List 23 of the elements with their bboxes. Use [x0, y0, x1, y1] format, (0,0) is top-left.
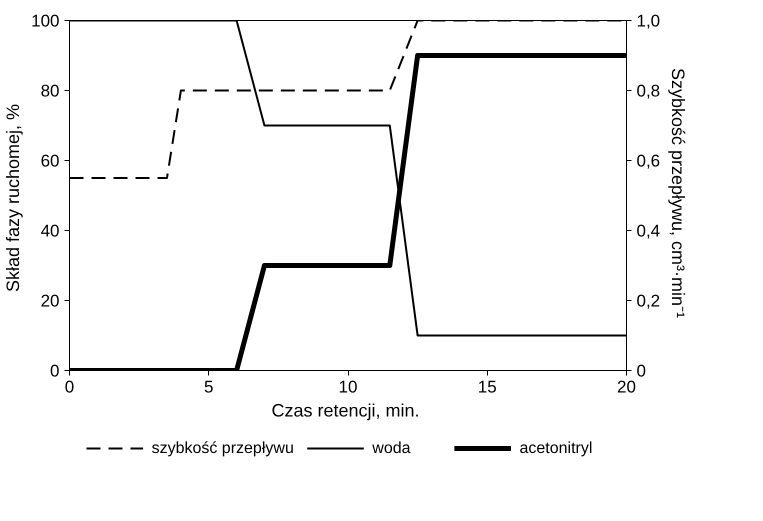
y2-axis-title: Szybkość przepływu, cm³·min⁻¹ [668, 68, 688, 318]
x-tick-label: 20 [617, 378, 636, 396]
x-tick-label: 0 [64, 378, 74, 396]
legend-label: woda [371, 440, 411, 457]
y-axis-title: Skład fazy ruchomej, % [3, 104, 24, 292]
y-tick-label: 20 [40, 292, 60, 310]
legend-label: szybkość przepływu [152, 440, 294, 457]
y2-tick-label: 0,8 [636, 82, 660, 100]
y2-tick-label: 0,4 [636, 222, 660, 240]
y2-tick-label: 0,6 [636, 152, 660, 170]
x-tick-label: 5 [204, 378, 214, 396]
x-tick-label: 10 [338, 378, 358, 396]
y-tick-label: 80 [40, 82, 60, 100]
y-tick-label: 60 [40, 152, 60, 170]
y-tick-label: 40 [40, 222, 60, 240]
x-tick-label: 15 [478, 378, 497, 396]
y-tick-label: 0 [50, 362, 60, 380]
y-tick-label: 100 [31, 12, 60, 30]
y2-tick-label: 0 [636, 362, 646, 380]
y2-tick-label: 0,2 [636, 292, 660, 310]
x-axis-title: Czas retencji, min. [271, 400, 420, 420]
legend-label: acetonitryl [519, 440, 592, 457]
y2-tick-label: 1,0 [636, 12, 660, 30]
